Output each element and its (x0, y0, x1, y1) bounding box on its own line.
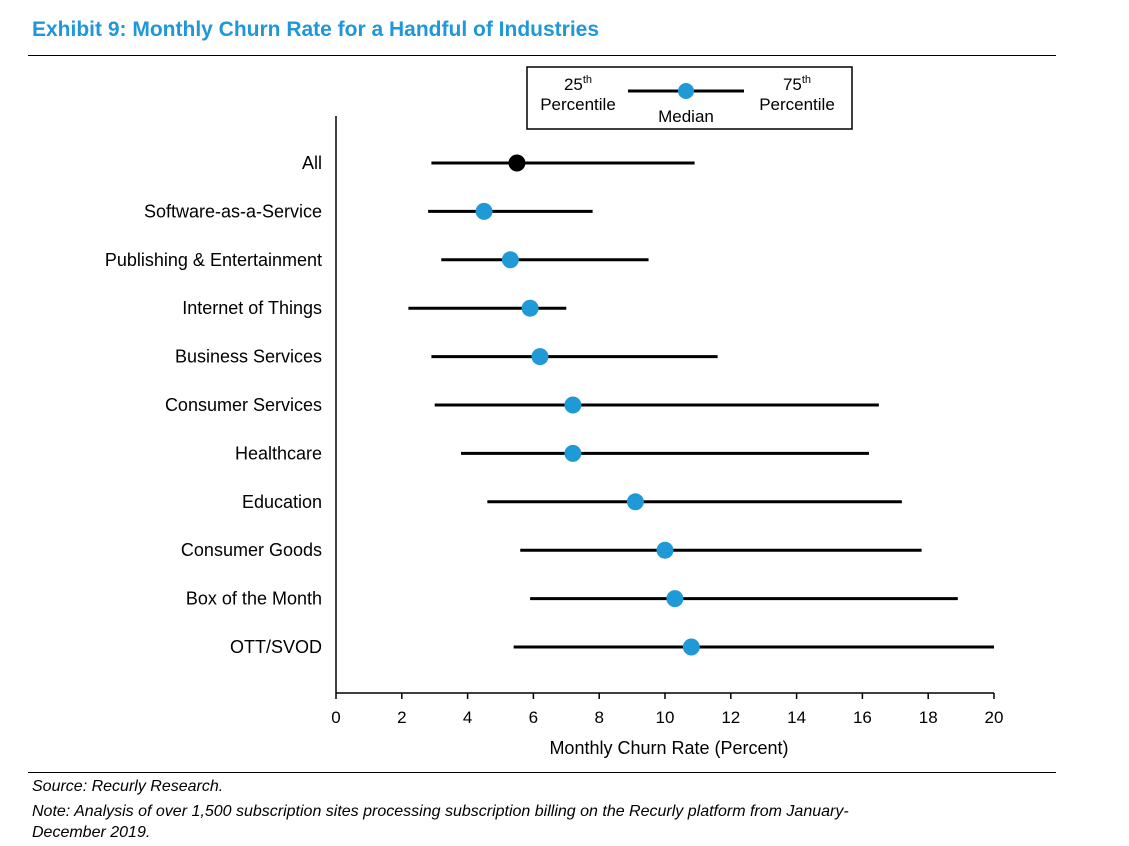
x-tick-label: 2 (397, 708, 406, 727)
x-tick-label: 10 (656, 708, 675, 727)
median-dot (564, 444, 582, 462)
legend-p75-number: 75th (783, 74, 811, 94)
x-tick-label: 4 (463, 708, 472, 727)
x-tick-label: 0 (331, 708, 340, 727)
x-tick-label: 12 (721, 708, 740, 727)
category-label: Business Services (175, 347, 322, 367)
legend-p25-number: 25th (564, 74, 592, 94)
category-label: Publishing & Entertainment (105, 250, 322, 270)
legend: 25th Percentile Median 75th Percentile (526, 66, 853, 130)
median-dot (682, 638, 700, 656)
x-tick-label: 14 (787, 708, 806, 727)
category-label: Box of the Month (186, 589, 322, 609)
x-tick-label: 8 (594, 708, 603, 727)
legend-p75-label: Percentile (759, 95, 835, 114)
category-label: OTT/SVOD (230, 637, 322, 657)
category-label: Consumer Goods (181, 540, 322, 560)
page-title: Exhibit 9: Monthly Churn Rate for a Hand… (32, 18, 600, 41)
axes: 0 2 4 6 8 10 12 14 16 18 20 (331, 116, 1003, 727)
x-tick-label: 20 (985, 708, 1004, 727)
legend-p25-label: Percentile (540, 95, 616, 114)
category-label: Education (242, 492, 322, 512)
methodology-note-continued: December 2019. (32, 824, 151, 841)
median-dot (564, 396, 582, 414)
median-dot (501, 251, 519, 269)
x-tick-label: 6 (529, 708, 538, 727)
category-label: All (302, 153, 322, 173)
category-label: Consumer Services (165, 395, 322, 415)
x-tick-label: 16 (853, 708, 872, 727)
category-label: Healthcare (235, 443, 322, 463)
x-axis-label: Monthly Churn Rate (Percent) (549, 738, 788, 758)
category-label: Internet of Things (182, 298, 322, 318)
median-dot (521, 299, 539, 317)
median-dot (475, 202, 493, 220)
median-dot (656, 541, 674, 559)
footer-divider (28, 772, 1056, 773)
median-dot (666, 590, 684, 608)
title-divider (28, 55, 1056, 56)
median-dot (508, 154, 526, 172)
legend-median-dot (678, 83, 694, 99)
category-label: Software-as-a-Service (144, 201, 322, 221)
x-tick-label: 18 (919, 708, 938, 727)
methodology-note: Note: Analysis of over 1,500 subscriptio… (32, 803, 849, 820)
median-dot (626, 493, 644, 511)
source-note: Source: Recurly Research. (32, 778, 224, 795)
median-dot (531, 348, 549, 366)
data-rows: All Software-as-a-Service Publishing & Ent… (105, 153, 994, 657)
legend-median-label: Median (658, 107, 714, 126)
